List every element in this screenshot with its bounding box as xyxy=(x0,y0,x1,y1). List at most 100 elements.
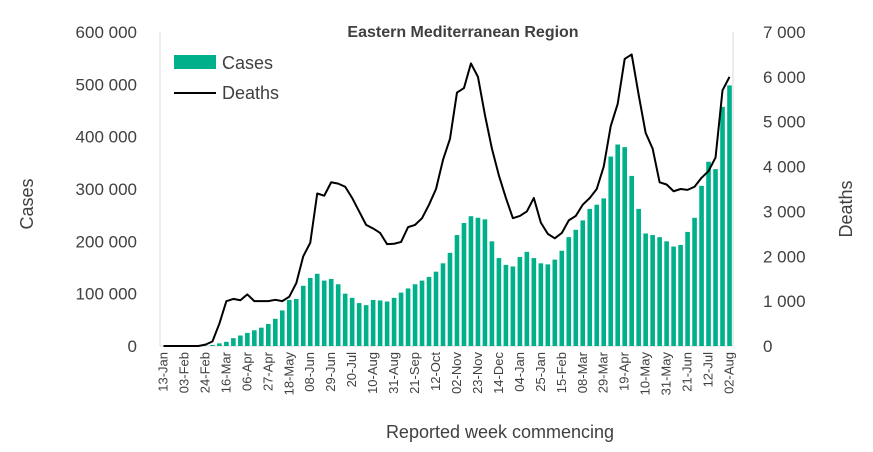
cases-bar xyxy=(517,257,523,346)
cases-bar xyxy=(608,156,614,346)
x-tick-label: 25-Jan xyxy=(533,352,548,392)
cases-bar xyxy=(328,279,334,346)
cases-bar xyxy=(629,175,634,346)
cases-bar xyxy=(300,285,306,346)
cases-bar xyxy=(447,252,453,346)
cases-bar xyxy=(468,216,474,346)
cases-bar xyxy=(685,231,690,346)
cases-bar xyxy=(671,246,676,346)
cases-bar xyxy=(377,300,383,346)
cases-bar xyxy=(531,258,537,346)
cases-bar xyxy=(321,280,327,346)
cases-bar xyxy=(384,301,390,346)
cases-bar xyxy=(231,338,236,346)
cases-bar xyxy=(398,292,404,346)
cases-bar xyxy=(363,305,369,346)
x-tick-label: 06-Apr xyxy=(239,351,254,391)
x-tick-label: 02-Aug xyxy=(722,352,737,394)
x-tick-label: 29-Jun xyxy=(323,352,338,392)
cases-bar xyxy=(440,263,446,346)
cases-bar xyxy=(391,297,397,346)
x-tick-label: 20-Jul xyxy=(344,352,359,388)
x-tick-label: 31-Aug xyxy=(386,352,401,394)
legend: Cases Deaths xyxy=(174,53,279,103)
cases-bar xyxy=(272,318,278,346)
x-tick-label: 24-Feb xyxy=(197,352,212,393)
x-tick-label: 13-Jan xyxy=(155,352,170,392)
cases-bar xyxy=(510,266,516,346)
chart-title: Eastern Mediterranean Region xyxy=(347,24,578,41)
y-tick-label-right: 3 000 xyxy=(763,202,806,221)
cases-bar xyxy=(475,217,481,346)
cases-bar xyxy=(314,273,320,346)
cases-bar xyxy=(349,297,355,346)
x-tick-label: 15-Feb xyxy=(554,352,569,393)
x-tick-label: 21-Jun xyxy=(680,352,695,392)
cases-bar xyxy=(524,251,530,346)
cases-bar xyxy=(266,324,271,346)
y-tick-label-left: 400 000 xyxy=(76,128,137,147)
cases-bar xyxy=(370,299,376,346)
legend-swatch-cases xyxy=(174,55,216,69)
x-tick-label: 16-Mar xyxy=(218,351,233,393)
cases-bar xyxy=(580,220,586,346)
x-tick-label: 03-Feb xyxy=(176,352,191,393)
cases-bar xyxy=(713,169,718,346)
cases-bars xyxy=(203,85,732,346)
x-tick-label: 10-May xyxy=(638,352,653,396)
cases-bar xyxy=(545,264,551,346)
cases-bar xyxy=(643,233,648,346)
y-tick-label-right: 4 000 xyxy=(763,158,806,177)
x-tick-label: 29-Mar xyxy=(596,351,611,393)
cases-bar xyxy=(419,280,425,346)
cases-bar xyxy=(405,288,411,346)
y-axis-title-left: Cases xyxy=(17,178,37,229)
cases-bar xyxy=(279,310,285,346)
x-tick-labels: 13-Jan 03-Feb 24-Feb 16-Mar 06-Apr 27-Apr 18-M… xyxy=(155,351,736,395)
cases-bar xyxy=(217,343,222,346)
x-tick-label: 27-Apr xyxy=(260,351,275,391)
deaths-line-layer xyxy=(163,53,731,347)
cases-bar xyxy=(433,271,439,346)
cases-bar xyxy=(587,208,593,346)
cases-bar xyxy=(503,264,509,346)
left-y-tick-labels: 0 100 000 200 000 300 000 400 000 500 000 600 … xyxy=(76,23,137,356)
y-tick-label-right: 0 xyxy=(763,337,772,356)
cases-bar xyxy=(259,327,264,346)
cases-bar xyxy=(412,284,418,346)
y-tick-label-left: 200 000 xyxy=(76,232,137,251)
cases-bar xyxy=(245,332,250,346)
cases-bar xyxy=(426,276,432,346)
cases-bar xyxy=(706,161,711,346)
cases-bar xyxy=(252,330,257,346)
cases-bar xyxy=(496,258,502,346)
cases-bar xyxy=(727,85,732,346)
x-tick-label: 02-Nov xyxy=(449,352,464,394)
cases-bar xyxy=(461,223,467,346)
cases-bar xyxy=(210,344,215,346)
cases-bar xyxy=(238,335,243,346)
x-tick-label: 23-Nov xyxy=(470,352,485,394)
cases-bar xyxy=(307,277,313,346)
legend-label-deaths: Deaths xyxy=(222,83,279,103)
cases-bar xyxy=(594,204,600,346)
cases-bar xyxy=(489,241,495,346)
x-tick-label: 10-Aug xyxy=(365,352,380,394)
x-tick-label: 04-Jan xyxy=(512,352,527,392)
cases-bar xyxy=(622,147,627,346)
cases-bar xyxy=(286,299,292,346)
cases-bar xyxy=(615,144,621,346)
legend-label-cases: Cases xyxy=(222,53,273,73)
x-tick-label: 18-May xyxy=(281,352,296,396)
cases-bar xyxy=(650,235,655,346)
x-tick-label: 08-Mar xyxy=(575,351,590,393)
cases-bar xyxy=(335,284,341,346)
cases-bar xyxy=(552,259,558,346)
cases-bar xyxy=(636,208,641,346)
cases-bar xyxy=(538,263,544,346)
y-tick-label-right: 6 000 xyxy=(763,68,806,87)
x-tick-label: 08-Jun xyxy=(302,352,317,392)
cases-bar xyxy=(356,303,362,346)
cases-bar xyxy=(720,106,725,346)
